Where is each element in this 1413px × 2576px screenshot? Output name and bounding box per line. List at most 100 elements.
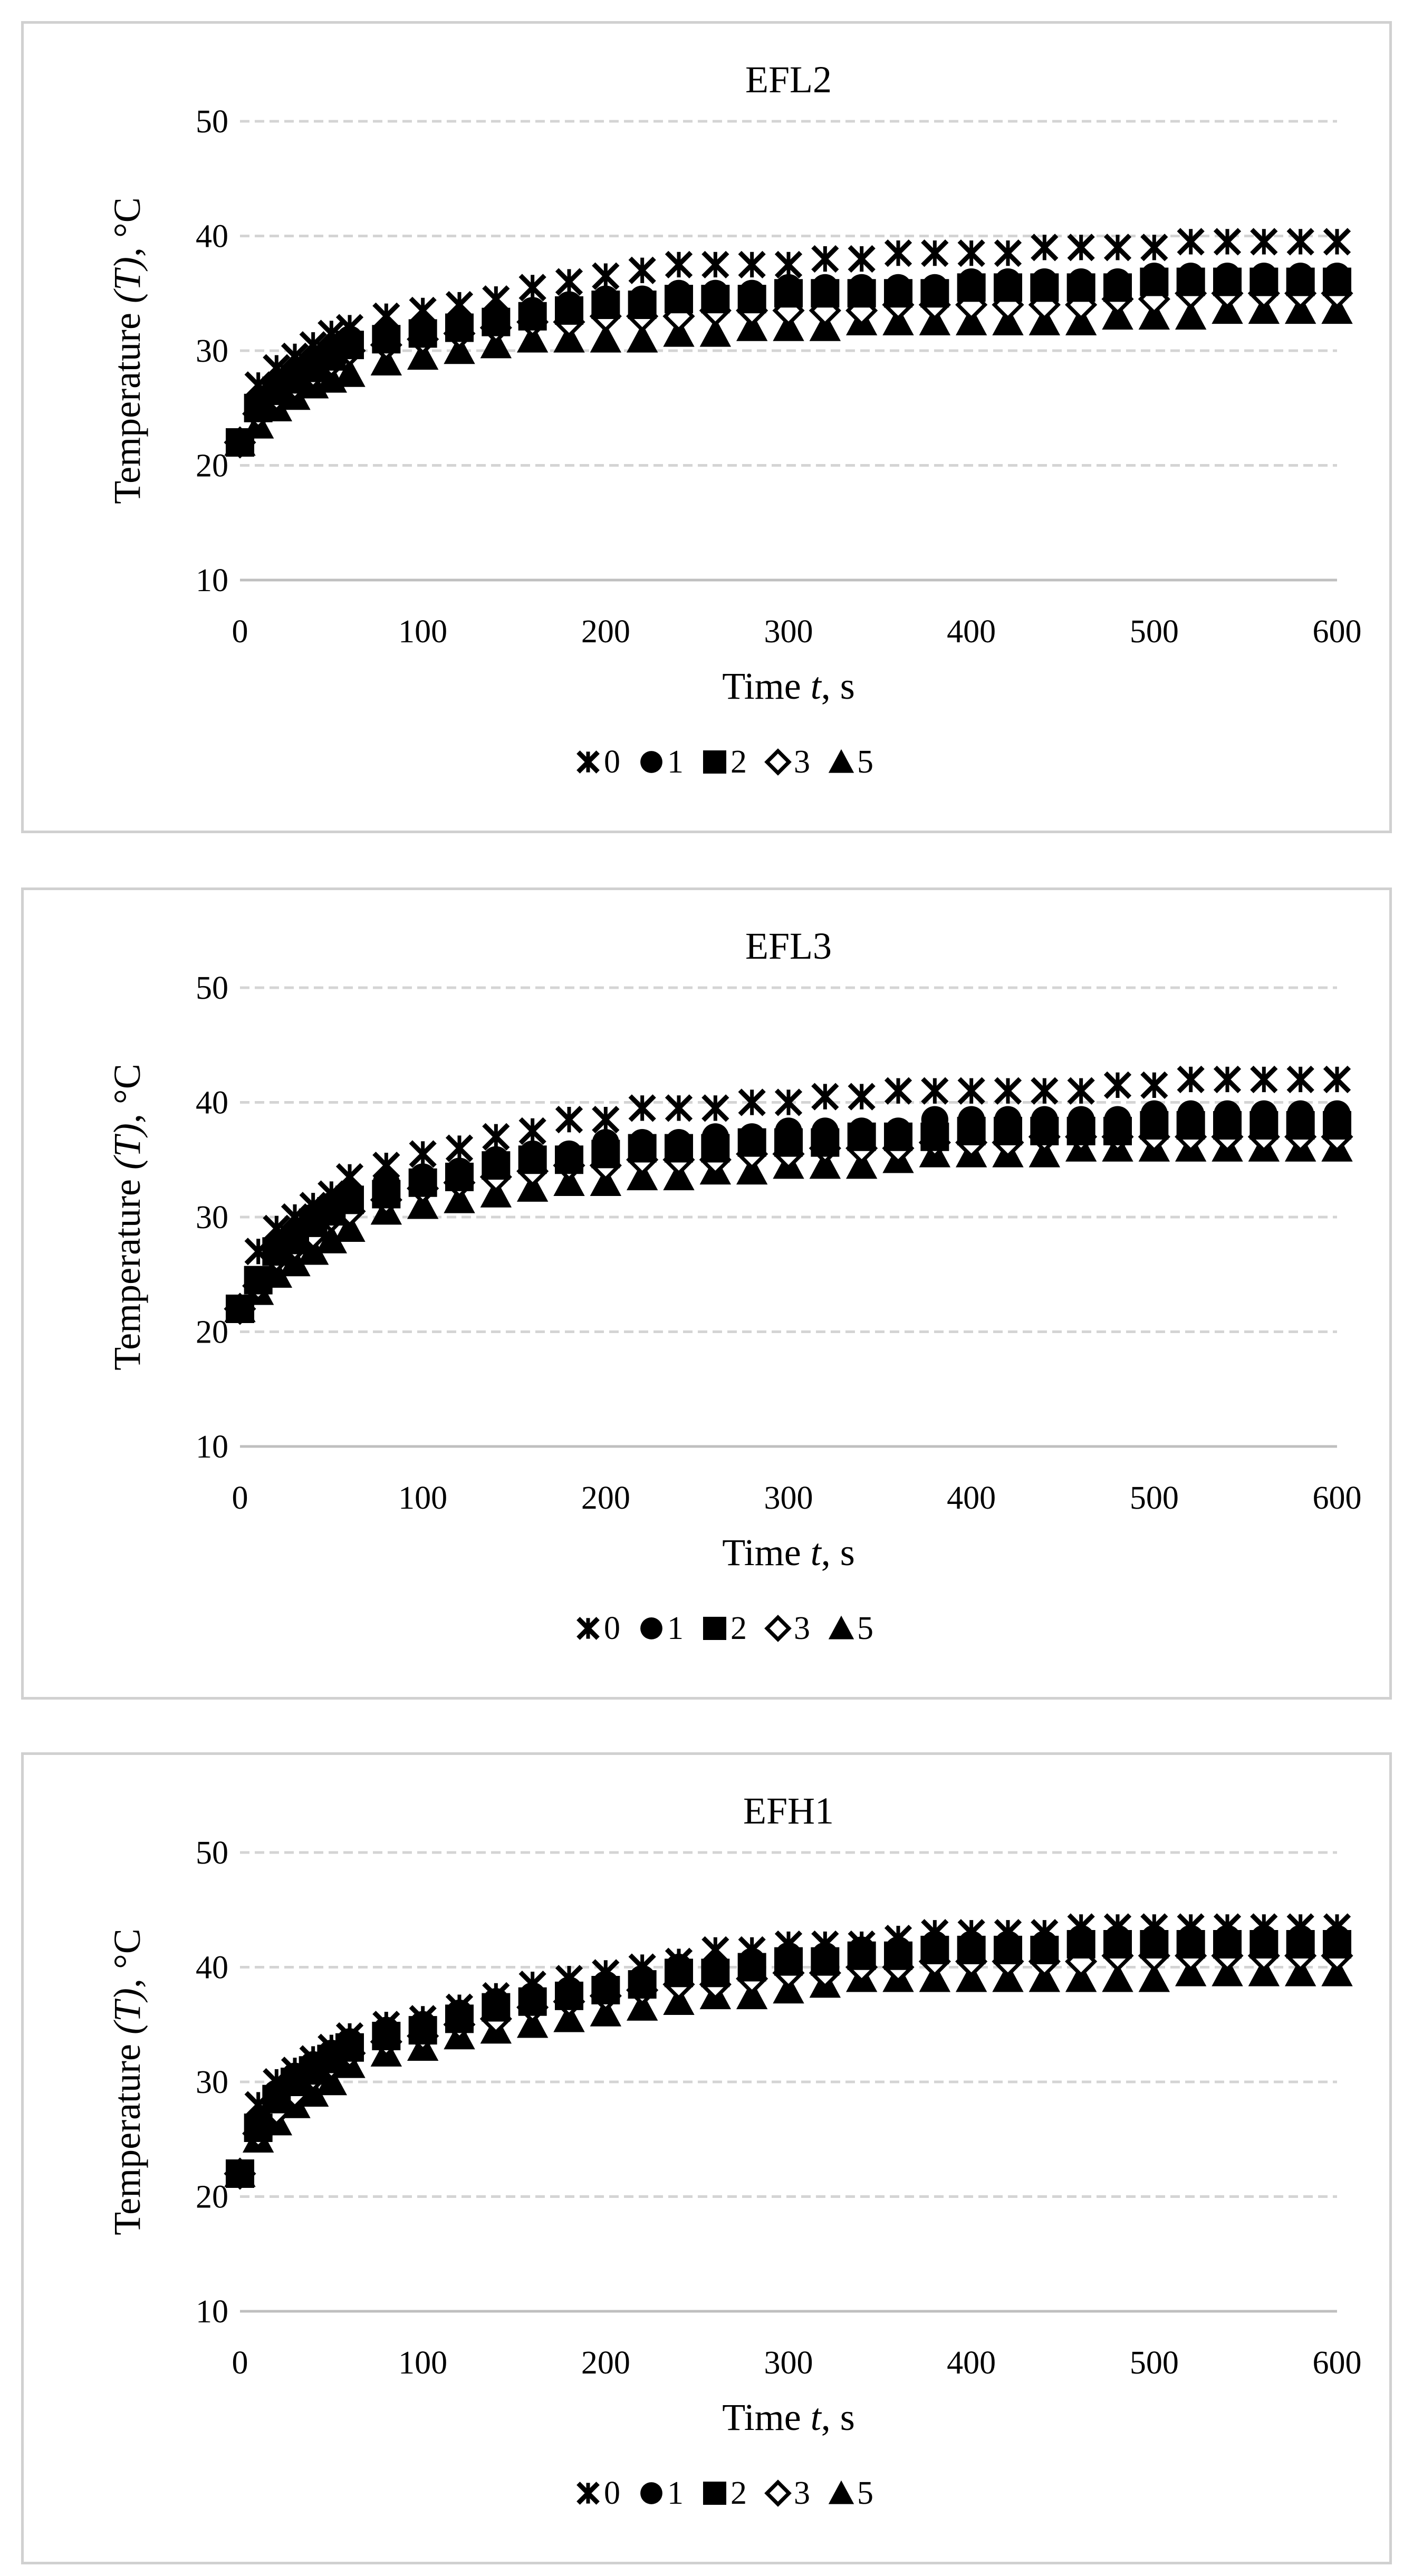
data-point-series-1 — [555, 291, 583, 319]
data-point-series-0 — [811, 245, 839, 273]
data-point-series-0 — [1323, 1913, 1351, 1941]
data-point-series-1 — [775, 1117, 802, 1145]
data-point-series-0 — [445, 1134, 474, 1162]
x-tick-label: 200 — [581, 2345, 630, 2381]
data-point-series-5 — [626, 323, 658, 353]
data-point-series-0 — [263, 2068, 291, 2096]
x-tick-label: 600 — [1313, 614, 1362, 650]
data-point-series-0 — [1250, 228, 1278, 256]
data-point-series-0 — [244, 2091, 272, 2119]
data-point-series-0 — [299, 2045, 327, 2073]
chart-title: EFH1 — [743, 1790, 834, 1832]
data-point-series-0 — [1286, 228, 1314, 256]
data-point-series-0 — [957, 1919, 985, 1947]
data-point-series-1 — [811, 1117, 839, 1145]
data-point-series-1 — [1214, 1100, 1241, 1127]
x-tick-label: 0 — [232, 1480, 248, 1516]
legend-marker-2 — [703, 750, 726, 774]
data-point-series-0 — [738, 1088, 766, 1116]
data-point-series-0 — [665, 250, 693, 279]
data-point-series-1 — [482, 303, 510, 330]
data-point-series-0 — [1177, 1913, 1205, 1941]
data-point-series-1 — [1214, 262, 1241, 290]
data-point-series-0 — [555, 1105, 583, 1134]
x-tick-label: 500 — [1130, 2345, 1179, 2381]
data-point-series-0 — [482, 1982, 510, 2010]
data-point-series-0 — [811, 1930, 839, 1958]
legend-marker-5 — [828, 1615, 854, 1639]
data-point-series-0 — [884, 1924, 912, 1953]
data-point-series-0 — [1140, 1071, 1168, 1099]
data-point-series-1 — [245, 2108, 272, 2136]
y-tick-label: 50 — [196, 970, 228, 1006]
data-point-series-0 — [1067, 1077, 1095, 1105]
data-point-series-0 — [1250, 1065, 1278, 1094]
data-points — [224, 1913, 1353, 2190]
data-point-series-0 — [884, 1077, 912, 1105]
data-point-series-1 — [245, 1266, 272, 1294]
data-point-series-0 — [335, 2022, 364, 2050]
data-point-series-0 — [1250, 1913, 1278, 1941]
data-point-series-0 — [994, 239, 1022, 267]
y-tick-label: 30 — [196, 1200, 228, 1236]
data-point-series-0 — [1103, 1913, 1132, 1941]
data-point-series-0 — [518, 1117, 546, 1145]
data-point-series-5 — [699, 317, 732, 347]
x-tick-label: 200 — [581, 1480, 630, 1516]
data-point-series-1 — [519, 1140, 546, 1168]
data-point-series-0 — [372, 302, 400, 330]
data-point-series-1 — [1068, 268, 1095, 296]
data-point-series-5 — [1102, 1963, 1133, 1992]
data-point-series-1 — [1140, 1100, 1168, 1127]
y-tick-label: 40 — [196, 1950, 228, 1986]
x-axis-label: Time t, s — [722, 2396, 854, 2438]
data-point-series-1 — [1031, 268, 1058, 296]
data-point-series-0 — [1031, 1077, 1059, 1105]
data-point-series-0 — [409, 296, 437, 325]
data-point-series-0 — [244, 1238, 272, 1266]
legend-marker-5 — [828, 749, 854, 773]
legend-label: 0 — [604, 1610, 620, 1646]
data-point-series-0 — [994, 1077, 1022, 1105]
data-point-series-0 — [1213, 1913, 1242, 1941]
data-point-series-1 — [1068, 1106, 1095, 1133]
data-point-series-0 — [1031, 1919, 1059, 1947]
data-point-series-0 — [318, 2033, 345, 2061]
y-tick-label: 50 — [196, 1835, 228, 1871]
legend-marker-3 — [764, 2479, 792, 2507]
data-point-series-0 — [1323, 1065, 1351, 1094]
data-point-series-0 — [957, 1077, 985, 1105]
data-point-series-0 — [921, 1077, 949, 1105]
x-tick-label: 0 — [232, 614, 248, 650]
data-point-series-0 — [1140, 1913, 1168, 1941]
data-point-series-0 — [848, 1083, 876, 1111]
data-point-series-0 — [592, 1959, 620, 1987]
data-point-series-1 — [1250, 1100, 1277, 1127]
data-point-series-1 — [848, 274, 876, 302]
data-point-series-0 — [281, 342, 309, 371]
x-tick-label: 600 — [1313, 2345, 1362, 2381]
data-point-series-1 — [629, 1128, 656, 1156]
legend-marker-1 — [640, 2482, 662, 2504]
legend-label: 5 — [857, 2475, 873, 2511]
legend-label: 5 — [857, 1610, 873, 1646]
data-point-series-1 — [665, 279, 693, 307]
y-tick-label: 20 — [196, 448, 228, 484]
data-point-series-0 — [628, 1953, 656, 1981]
data-point-series-0 — [1213, 1065, 1242, 1094]
data-point-series-0 — [226, 428, 254, 457]
data-point-series-0 — [1103, 1071, 1132, 1099]
data-point-series-1 — [1104, 1106, 1131, 1133]
legend-label: 1 — [667, 1610, 684, 1646]
data-point-series-1 — [958, 1106, 985, 1133]
data-point-series-0 — [994, 1919, 1022, 1947]
legend-marker-3 — [764, 1615, 792, 1642]
data-point-series-0 — [263, 354, 291, 382]
data-point-series-1 — [921, 274, 948, 302]
data-point-series-1 — [336, 1180, 363, 1208]
data-point-series-1 — [592, 1128, 619, 1156]
data-point-series-0 — [628, 1094, 656, 1122]
data-point-series-1 — [555, 1140, 583, 1168]
data-point-series-0 — [701, 250, 729, 279]
